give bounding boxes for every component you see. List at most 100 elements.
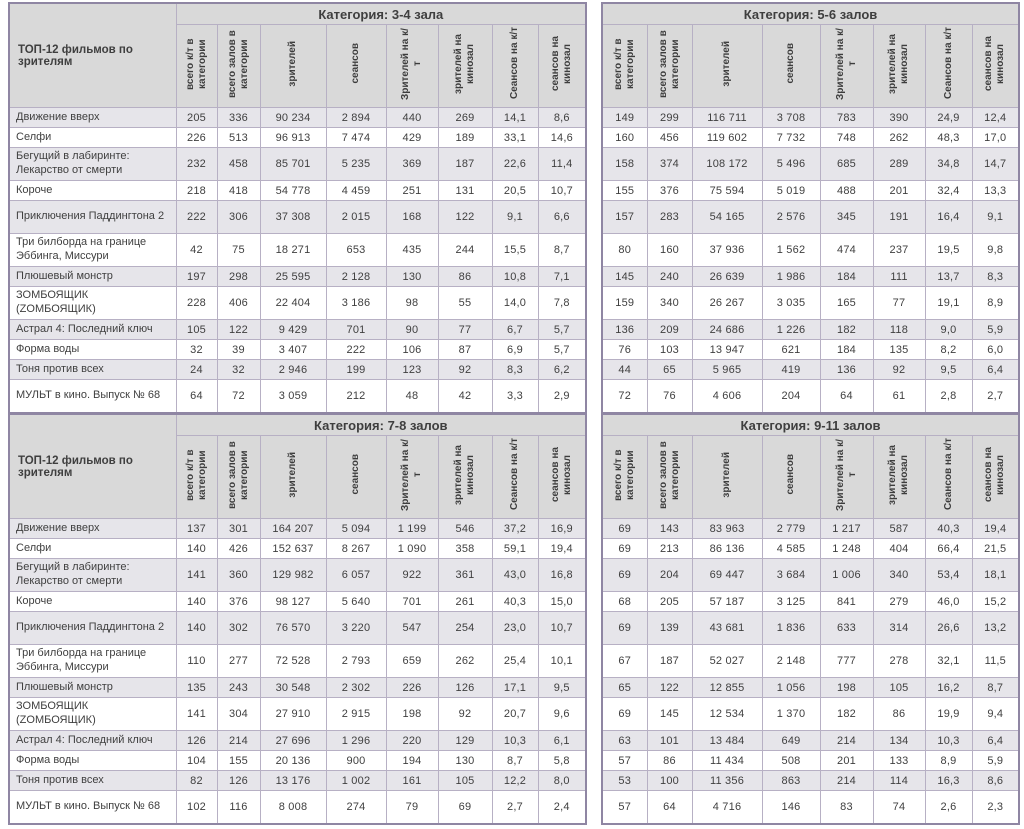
value-cell: 102 <box>175 790 218 824</box>
value-cell: 1 199 <box>385 518 439 539</box>
movie-name-cell: ЗОМБОЯЩИК (ZОМБОЯЩИК) <box>8 286 177 320</box>
value-cell: 105 <box>437 770 493 791</box>
value-cell: 212 <box>325 379 387 413</box>
value-cell: 14,0 <box>491 286 539 320</box>
films-table: Категория: 5-6 залов всего к/т в категори… <box>601 2 1021 414</box>
value-cell: 2 915 <box>325 697 387 731</box>
value-cell: 13,7 <box>924 266 973 287</box>
value-cell: 143 <box>646 518 693 539</box>
top12-films-label: ТОП-12 фильмов по зрителям <box>8 2 177 108</box>
value-cell: 201 <box>819 750 874 771</box>
top12-films-label: ТОП-12 фильмов по зрителям <box>8 413 177 519</box>
value-cell: 340 <box>646 286 693 320</box>
value-cell: 20,5 <box>491 180 539 201</box>
table-row: Три билборда на границе Эббинга, Миссури… <box>8 644 587 678</box>
value-cell: 96 913 <box>259 127 327 148</box>
value-cell: 214 <box>819 770 874 791</box>
column-header: Зрителей на к/т <box>819 24 874 108</box>
column-header-label: зрителей <box>721 40 732 87</box>
value-cell: 8 008 <box>259 790 327 824</box>
value-cell: 27 696 <box>259 730 327 751</box>
value-cell: 269 <box>437 107 493 128</box>
value-cell: 1 217 <box>819 518 874 539</box>
value-cell: 4 459 <box>325 180 387 201</box>
value-cell: 13,2 <box>971 611 1020 645</box>
value-cell: 116 <box>216 790 261 824</box>
column-header-label: Сеансов на к/т <box>509 27 520 100</box>
column-header-label: Зрителей на к/т <box>400 27 423 100</box>
value-cell: 17,1 <box>491 677 539 698</box>
header-category-row: ТОП-12 фильмов по зрителям Категория: 3-4… <box>8 2 587 108</box>
value-cell: 34,8 <box>924 147 973 181</box>
value-cell: 214 <box>819 730 874 751</box>
value-cell: 90 234 <box>259 107 327 128</box>
value-cell: 130 <box>437 750 493 771</box>
value-cell: 122 <box>216 319 261 340</box>
table-category-9-11-halls: Категория: 9-11 залов всего к/т в категор… <box>601 413 1021 825</box>
value-cell: 16,3 <box>924 770 973 791</box>
value-cell: 3 407 <box>259 339 327 360</box>
value-cell: 100 <box>646 770 693 791</box>
value-cell: 72 <box>216 379 261 413</box>
column-header-label: всего залов в категории <box>657 29 681 98</box>
value-cell: 116 711 <box>691 107 763 128</box>
table-row: Бегущий в лабиринте: Лекарство от смерти… <box>8 558 587 592</box>
value-cell: 118 <box>872 319 926 340</box>
value-cell: 69 <box>601 538 648 559</box>
value-cell: 191 <box>872 200 926 234</box>
value-cell: 25 595 <box>259 266 327 287</box>
table-row: 136 209 24 686 1 226 182 118 9,0 5,9 <box>601 319 1020 340</box>
header-columns-row: всего к/т в категории всего залов в катег… <box>601 435 1020 519</box>
value-cell: 32 <box>216 359 261 380</box>
movie-name-cell: МУЛЬТ в кино. Выпуск № 68 <box>8 379 177 413</box>
movie-name-cell: Селфи <box>8 538 177 559</box>
value-cell: 85 701 <box>259 147 327 181</box>
value-cell: 244 <box>437 233 493 267</box>
value-cell: 46,0 <box>924 591 973 612</box>
value-cell: 2,4 <box>537 790 587 824</box>
table-row: 69 145 12 534 1 370 182 86 19,9 9,4 <box>601 697 1020 731</box>
category-title: Категория: 7-8 залов <box>175 413 587 436</box>
column-header-label: всего к/т в категории <box>612 448 636 501</box>
table-row: 63 101 13 484 649 214 134 10,3 6,4 <box>601 730 1020 751</box>
value-cell: 19,1 <box>924 286 973 320</box>
value-cell: 161 <box>385 770 439 791</box>
table-row: Форма воды 104 155 20 136 900 194 130 8,7 5,8 <box>8 750 587 771</box>
value-cell: 10,8 <box>491 266 539 287</box>
value-cell: 17,0 <box>971 127 1020 148</box>
value-cell: 92 <box>437 359 493 380</box>
value-cell: 633 <box>819 611 874 645</box>
value-cell: 863 <box>761 770 821 791</box>
value-cell: 92 <box>872 359 926 380</box>
movie-name-cell: Движение вверх <box>8 518 177 539</box>
value-cell: 19,4 <box>971 518 1020 539</box>
value-cell: 2 894 <box>325 107 387 128</box>
value-cell: 2 946 <box>259 359 327 380</box>
value-cell: 2 793 <box>325 644 387 678</box>
value-cell: 86 <box>437 266 493 287</box>
value-cell: 418 <box>216 180 261 201</box>
value-cell: 301 <box>216 518 261 539</box>
value-cell: 54 165 <box>691 200 763 234</box>
value-cell: 213 <box>646 538 693 559</box>
table-row: 53 100 11 356 863 214 114 16,3 8,6 <box>601 770 1020 791</box>
column-header: сеансов на кинозал <box>971 435 1020 519</box>
value-cell: 63 <box>601 730 648 751</box>
value-cell: 69 <box>437 790 493 824</box>
value-cell: 404 <box>872 538 926 559</box>
value-cell: 9,8 <box>971 233 1020 267</box>
value-cell: 283 <box>646 200 693 234</box>
value-cell: 182 <box>819 319 874 340</box>
value-cell: 1 296 <box>325 730 387 751</box>
value-cell: 83 963 <box>691 518 763 539</box>
value-cell: 135 <box>175 677 218 698</box>
value-cell: 2 148 <box>761 644 821 678</box>
value-cell: 75 <box>216 233 261 267</box>
value-cell: 22 404 <box>259 286 327 320</box>
value-cell: 74 <box>872 790 926 824</box>
column-header-label: сеансов <box>350 43 361 84</box>
table-row: Три билборда на границе Эббинга, Миссури… <box>8 233 587 267</box>
value-cell: 9,5 <box>924 359 973 380</box>
column-header: зрителей <box>259 435 327 519</box>
value-cell: 20 136 <box>259 750 327 771</box>
